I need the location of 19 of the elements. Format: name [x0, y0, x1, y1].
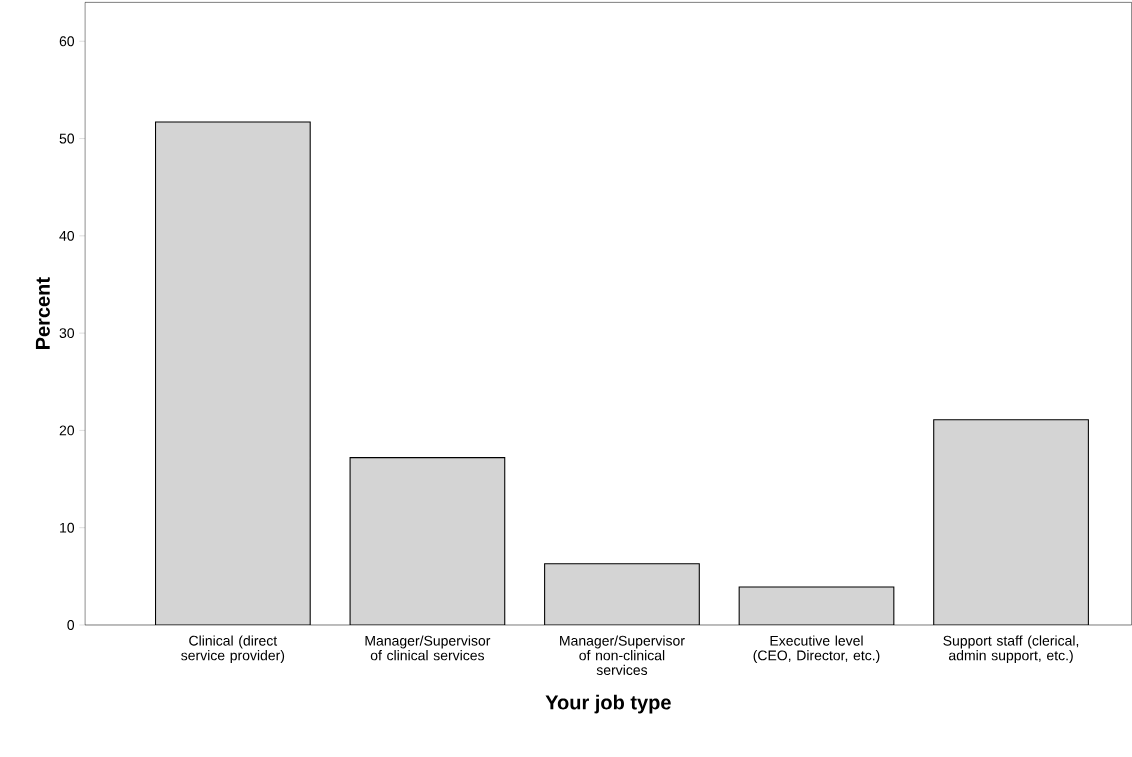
bar [349, 457, 506, 625]
x-tick-label: Manager/Supervisor of non-clinical services [560, 635, 685, 676]
y-tick-label: 10 [60, 522, 75, 533]
bar [544, 563, 700, 625]
y-tick-label: 40 [59, 230, 75, 241]
bar [154, 121, 311, 625]
y-tick-label: 0 [67, 620, 75, 630]
x-tick-label: Executive level (CEO, Director, etc.) [753, 635, 880, 664]
y-tick-label: 50 [59, 133, 75, 144]
x-tick-label: Clinical (direct service provider) [181, 635, 285, 664]
y-tick-label: 60 [59, 36, 75, 47]
y-tick-label: 30 [59, 328, 75, 339]
x-tick-label: Support staff (clerical, admin support, etc.) [943, 635, 1079, 664]
bar [739, 587, 894, 625]
x-tick-label: Manager/Supervisor of clinical services [365, 635, 491, 661]
bar [933, 419, 1089, 625]
x-axis-title: Your job type [545, 694, 671, 714]
y-axis-title: Percent [35, 277, 50, 350]
y-tick-label: 20 [59, 425, 75, 436]
